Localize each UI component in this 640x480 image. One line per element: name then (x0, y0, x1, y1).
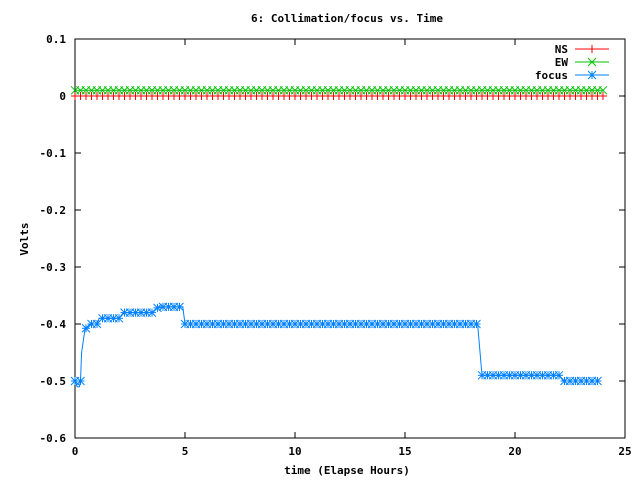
y-tick-label: -0.1 (40, 147, 67, 160)
series-focus (70, 302, 602, 388)
legend-label: focus (535, 69, 568, 82)
x-tick-label: 10 (288, 445, 301, 458)
y-tick-label: 0.1 (46, 33, 66, 46)
point-marker (587, 70, 597, 80)
x-tick-label: 25 (618, 445, 631, 458)
point-marker (147, 308, 157, 317)
chart-title: 6: Collimation/focus vs. Time (251, 12, 443, 25)
point-marker (554, 370, 564, 380)
point-marker (175, 302, 184, 312)
y-tick-label: -0.6 (40, 432, 67, 445)
series-layer (70, 85, 608, 388)
point-marker (593, 376, 602, 386)
y-tick-label: -0.3 (40, 261, 67, 274)
series-ns (71, 92, 607, 100)
y-tick-label: -0.2 (40, 204, 67, 217)
x-tick-label: 15 (398, 445, 411, 458)
x-tick-label: 0 (72, 445, 79, 458)
y-axis-label: Volts (18, 222, 31, 255)
point-marker (153, 303, 162, 313)
x-tick-label: 5 (182, 445, 189, 458)
y-tick-label: 0 (59, 90, 66, 103)
point-marker (76, 376, 85, 386)
series-ew (70, 85, 608, 95)
point-marker (81, 323, 91, 333)
axis-ticks (74, 38, 626, 439)
point-marker (598, 85, 608, 95)
point-marker (587, 57, 597, 67)
x-tick-label: 20 (508, 445, 521, 458)
legend-label: NS (555, 43, 568, 56)
axis-tick-labels: 0 5 10 15 20 25 0.1 0 -0.1 -0.2 -0.3 -0.4 -0.5 -0.6 (40, 33, 632, 458)
plot-area-frame (74, 38, 626, 439)
y-tick-label: -0.5 (40, 375, 67, 388)
y-tick-label: -0.4 (40, 318, 67, 331)
legend-label: EW (555, 56, 569, 69)
x-axis-label: time (Elapse Hours) (284, 464, 410, 477)
point-marker (472, 319, 481, 329)
